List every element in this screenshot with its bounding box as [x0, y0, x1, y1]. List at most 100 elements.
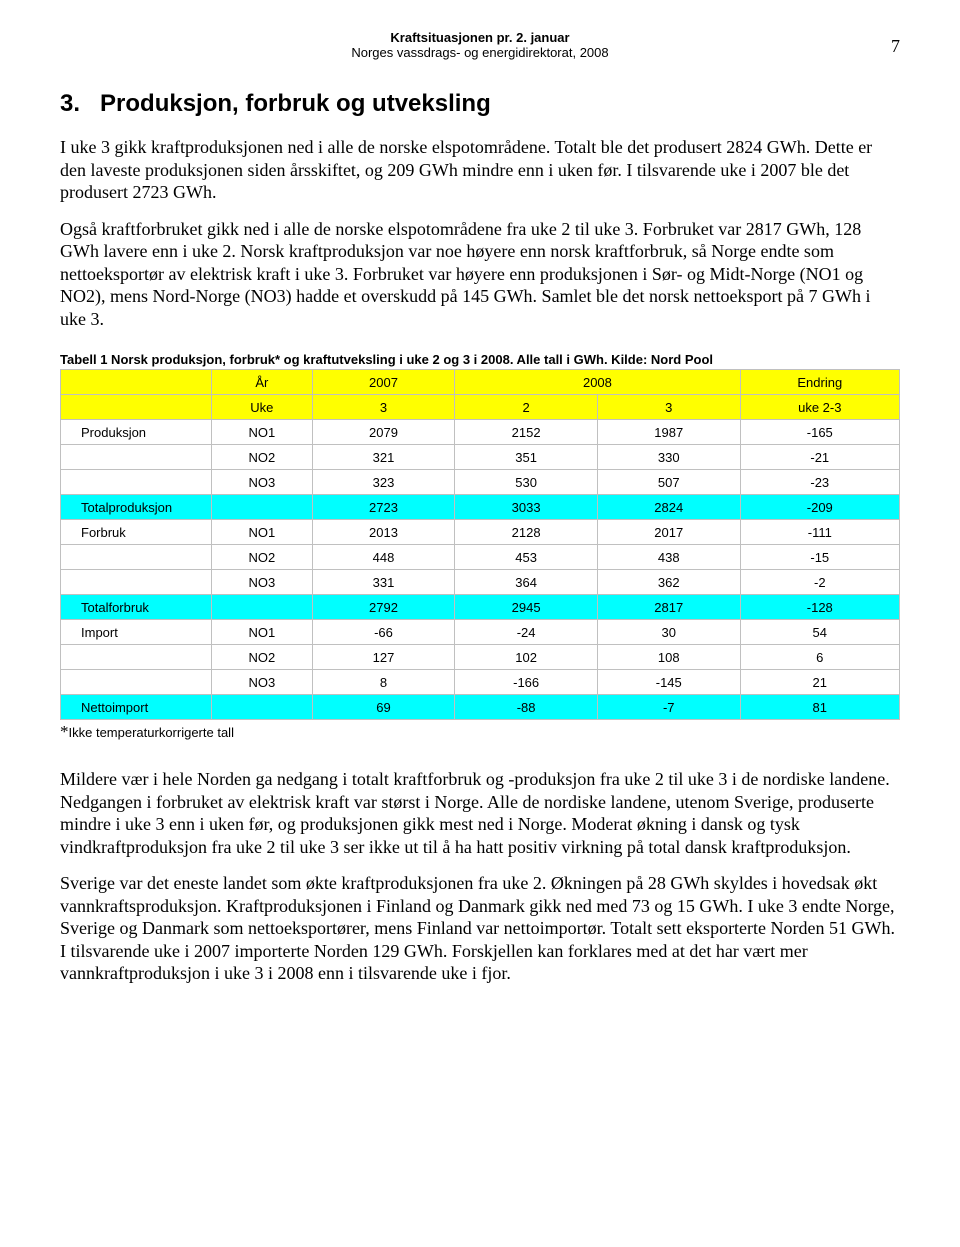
- row-cell: 30: [597, 620, 740, 645]
- table-row: NO2321351330-21: [61, 445, 900, 470]
- table-header-row: Uke323uke 2-3: [61, 395, 900, 420]
- hdr-cell: Uke: [212, 395, 313, 420]
- row-cell: 108: [597, 645, 740, 670]
- table-caption: Tabell 1 Norsk produksjon, forbruk* og k…: [60, 352, 900, 367]
- hdr-cell: 2007: [312, 370, 455, 395]
- row-sub: NO2: [212, 445, 313, 470]
- table-footnote: *Ikke temperaturkorrigerte tall: [60, 722, 900, 742]
- row-cell: 2013: [312, 520, 455, 545]
- row-label: [61, 545, 212, 570]
- row-cell: -21: [740, 445, 899, 470]
- hdr-cell: 3: [312, 395, 455, 420]
- row-label: Import: [61, 620, 212, 645]
- row-label: [61, 570, 212, 595]
- row-label: [61, 445, 212, 470]
- row-cell: 321: [312, 445, 455, 470]
- row-sub: NO1: [212, 420, 313, 445]
- table-row: Nettoimport69-88-781: [61, 695, 900, 720]
- row-sub: [212, 695, 313, 720]
- row-label: Totalproduksjon: [61, 495, 212, 520]
- footnote-text: Ikke temperaturkorrigerte tall: [69, 725, 234, 740]
- row-cell: 364: [455, 570, 598, 595]
- row-cell: -145: [597, 670, 740, 695]
- row-label: Forbruk: [61, 520, 212, 545]
- row-cell: 2017: [597, 520, 740, 545]
- row-cell: 453: [455, 545, 598, 570]
- row-cell: -2: [740, 570, 899, 595]
- row-sub: [212, 495, 313, 520]
- page-number: 7: [891, 36, 900, 57]
- row-cell: -111: [740, 520, 899, 545]
- row-label: Totalforbruk: [61, 595, 212, 620]
- hdr-cell: 2: [455, 395, 598, 420]
- row-cell: 8: [312, 670, 455, 695]
- table-row: ImportNO1-66-243054: [61, 620, 900, 645]
- row-cell: 448: [312, 545, 455, 570]
- table-row: ForbrukNO1201321282017-111: [61, 520, 900, 545]
- page-header: Kraftsituasjonen pr. 2. januar Norges va…: [60, 30, 900, 60]
- table-row: ProduksjonNO1207921521987-165: [61, 420, 900, 445]
- hdr-cell: [61, 370, 212, 395]
- hdr-cell: År: [212, 370, 313, 395]
- paragraph-1: I uke 3 gikk kraftproduksjonen ned i all…: [60, 136, 900, 204]
- row-sub: NO2: [212, 545, 313, 570]
- data-table: År20072008EndringUke323uke 2-3Produksjon…: [60, 369, 900, 720]
- row-cell: 2824: [597, 495, 740, 520]
- section-number: 3.: [60, 90, 80, 117]
- table-row: NO3323530507-23: [61, 470, 900, 495]
- section-title: Produksjon, forbruk og utveksling: [100, 90, 491, 117]
- row-cell: 507: [597, 470, 740, 495]
- hdr-cell: uke 2-3: [740, 395, 899, 420]
- row-label: Produksjon: [61, 420, 212, 445]
- row-cell: -7: [597, 695, 740, 720]
- row-label: [61, 645, 212, 670]
- row-cell: 2817: [597, 595, 740, 620]
- hdr-cell: Endring: [740, 370, 899, 395]
- hdr-cell: [61, 395, 212, 420]
- row-cell: 362: [597, 570, 740, 595]
- row-cell: -128: [740, 595, 899, 620]
- table-row: Totalforbruk279229452817-128: [61, 595, 900, 620]
- header-subtitle: Norges vassdrags- og energidirektorat, 2…: [60, 45, 900, 60]
- row-cell: 102: [455, 645, 598, 670]
- row-cell: -209: [740, 495, 899, 520]
- row-sub: NO1: [212, 520, 313, 545]
- row-cell: 6: [740, 645, 899, 670]
- row-cell: -23: [740, 470, 899, 495]
- row-cell: 81: [740, 695, 899, 720]
- hdr-cell: 3: [597, 395, 740, 420]
- row-cell: 530: [455, 470, 598, 495]
- row-cell: 1987: [597, 420, 740, 445]
- row-cell: 2128: [455, 520, 598, 545]
- table-row: NO21271021086: [61, 645, 900, 670]
- row-cell: 2792: [312, 595, 455, 620]
- hdr-cell: 2008: [455, 370, 740, 395]
- paragraph-3: Mildere vær i hele Norden ga nedgang i t…: [60, 768, 900, 858]
- document-page: Kraftsituasjonen pr. 2. januar Norges va…: [0, 0, 960, 1039]
- row-sub: NO1: [212, 620, 313, 645]
- row-sub: NO2: [212, 645, 313, 670]
- row-label: Nettoimport: [61, 695, 212, 720]
- row-cell: 351: [455, 445, 598, 470]
- section-heading: 3. Produksjon, forbruk og utveksling: [60, 90, 900, 118]
- row-cell: 69: [312, 695, 455, 720]
- table-row: Totalproduksjon272330332824-209: [61, 495, 900, 520]
- row-cell: 2723: [312, 495, 455, 520]
- table-row: NO3331364362-2: [61, 570, 900, 595]
- row-cell: -24: [455, 620, 598, 645]
- table-row: NO38-166-14521: [61, 670, 900, 695]
- row-cell: 2079: [312, 420, 455, 445]
- row-cell: -166: [455, 670, 598, 695]
- paragraph-2: Også kraftforbruket gikk ned i alle de n…: [60, 218, 900, 331]
- row-sub: NO3: [212, 670, 313, 695]
- table-row: NO2448453438-15: [61, 545, 900, 570]
- row-label: [61, 470, 212, 495]
- row-cell: 438: [597, 545, 740, 570]
- row-label: [61, 670, 212, 695]
- row-sub: NO3: [212, 570, 313, 595]
- row-cell: 331: [312, 570, 455, 595]
- row-cell: 2152: [455, 420, 598, 445]
- paragraph-4: Sverige var det eneste landet som økte k…: [60, 872, 900, 985]
- row-cell: 21: [740, 670, 899, 695]
- row-cell: -15: [740, 545, 899, 570]
